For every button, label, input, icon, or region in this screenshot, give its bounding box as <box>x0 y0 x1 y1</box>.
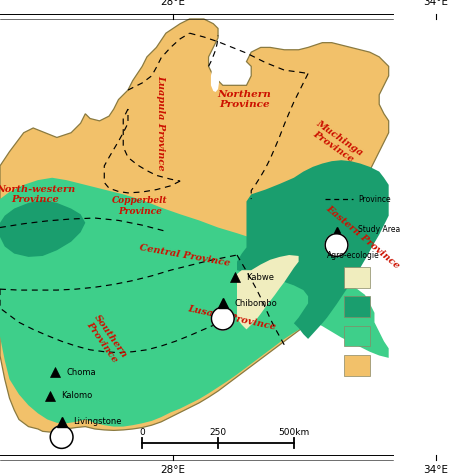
Text: 0: 0 <box>139 428 145 437</box>
Text: Chibombo: Chibombo <box>235 299 277 308</box>
Text: Kabwe: Kabwe <box>246 273 274 282</box>
Text: Agro-ecologie: Agro-ecologie <box>327 252 380 260</box>
Text: 28°E: 28°E <box>161 0 185 7</box>
Polygon shape <box>0 178 389 427</box>
Text: Northern
Province: Northern Province <box>217 90 271 109</box>
Text: North-western
Province: North-western Province <box>0 185 75 204</box>
Text: 34°E: 34°E <box>424 465 448 474</box>
Bar <box>344 355 370 376</box>
Text: 500km: 500km <box>278 428 310 437</box>
Text: Lusaka Province: Lusaka Province <box>187 304 277 331</box>
Bar <box>344 296 370 317</box>
Text: 34°E: 34°E <box>424 0 448 7</box>
Text: Eastern Province: Eastern Province <box>324 203 401 271</box>
Circle shape <box>211 307 234 330</box>
Polygon shape <box>237 255 299 329</box>
Text: Central Province: Central Province <box>139 244 231 268</box>
Polygon shape <box>0 19 389 432</box>
Polygon shape <box>237 160 389 339</box>
Text: Luapula Province: Luapula Province <box>157 75 165 171</box>
Text: Livingstone: Livingstone <box>73 418 122 426</box>
Bar <box>344 267 370 288</box>
Text: 250: 250 <box>210 428 227 437</box>
Text: Kalomo: Kalomo <box>62 392 93 400</box>
Circle shape <box>325 234 348 256</box>
Text: Southern
Province: Southern Province <box>84 312 129 365</box>
Text: Muchinga
Province: Muchinga Province <box>309 118 365 166</box>
Text: Province: Province <box>358 195 391 203</box>
Text: Copperbelt
Province: Copperbelt Province <box>112 197 168 216</box>
Bar <box>344 326 370 346</box>
Polygon shape <box>0 200 85 257</box>
Text: Study Area: Study Area <box>358 226 400 234</box>
Polygon shape <box>211 57 219 92</box>
Circle shape <box>50 426 73 448</box>
Text: 28°E: 28°E <box>161 465 185 474</box>
Text: Choma: Choma <box>66 368 96 376</box>
